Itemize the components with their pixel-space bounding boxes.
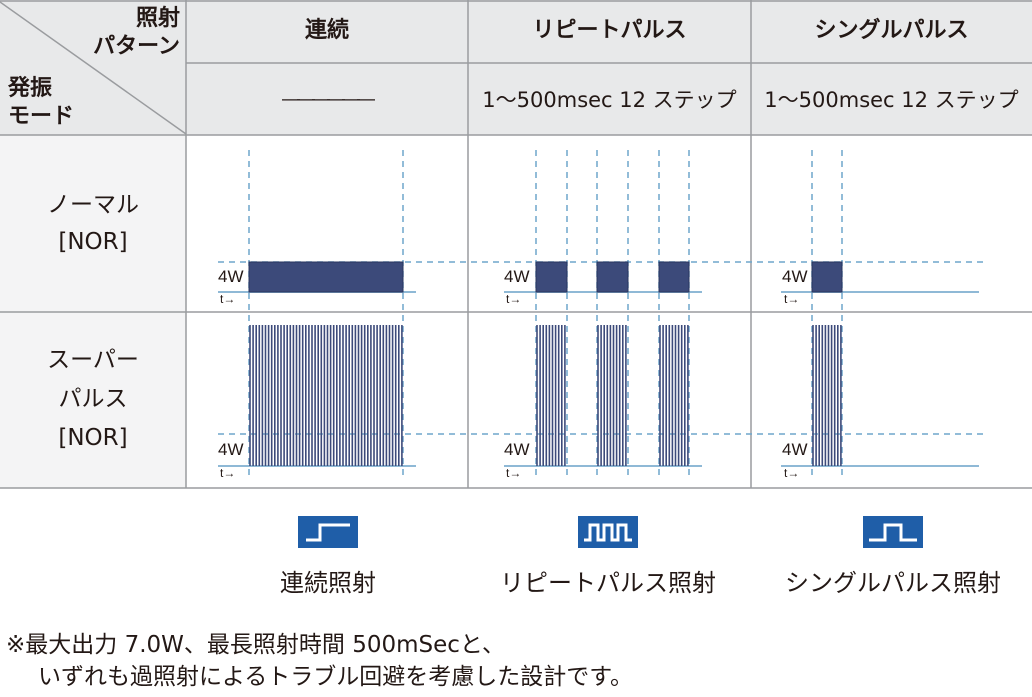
power-label-c3-r2: 4W: [782, 440, 808, 459]
power-label-c2-r1: 4W: [504, 267, 530, 286]
row-label-super-1: スーパー: [47, 347, 139, 373]
repeat-pulse-icon: [578, 516, 638, 548]
power-label-c2-r2: 4W: [504, 440, 530, 459]
column-detail-single-pulse: 1〜500msec 12 ステップ: [764, 88, 1019, 112]
single-pulse-icon: [863, 516, 923, 548]
row-label-normal-2: [NOR]: [58, 229, 128, 255]
footnote-line-1: ※最大出力 7.0W、最長照射時間 500mSecと、: [6, 632, 505, 658]
time-label-c1-r1: t→: [220, 292, 236, 306]
time-label-c2-r1: t→: [506, 292, 522, 306]
row-label-super-3: [NOR]: [58, 425, 128, 451]
legend-label-repeat-pulse: リピートパルス照射: [500, 569, 716, 597]
grid-lines: [0, 0, 1032, 489]
time-label-c1-r2: t→: [220, 466, 236, 480]
pulse-block-1: [535, 261, 568, 293]
corner-bottom-line-2: モード: [8, 104, 75, 129]
corner-diagonal: [0, 1, 187, 135]
time-label-c2-r2: t→: [506, 466, 522, 480]
pulse-block-2: [596, 261, 629, 293]
power-label-c1-r2: 4W: [218, 440, 244, 459]
footnote-line-2: いずれも過照射によるトラブル回避を考慮した設計です。: [38, 664, 634, 690]
column-header-continuous: 連続: [304, 18, 349, 43]
column-header-repeat-pulse: リピートパルス: [532, 18, 687, 43]
continuous-wave-icon: [298, 516, 358, 548]
power-label-c3-r1: 4W: [782, 267, 808, 286]
row-label-super-2: パルス: [58, 386, 128, 412]
column-detail-repeat-pulse: 1〜500msec 12 ステップ: [482, 88, 737, 112]
pulse-block-4: [811, 261, 843, 293]
header-bg: [0, 0, 1032, 135]
column-detail-continuous: ――――――: [282, 89, 375, 110]
column-header-single-pulse: シングルパルス: [814, 18, 969, 43]
time-label-c3-r1: t→: [784, 292, 800, 306]
legend-label-single-pulse: シングルパルス照射: [785, 569, 1001, 597]
pulse-block-3: [658, 261, 690, 293]
row-label-normal-1: ノーマル: [47, 192, 139, 218]
time-label-c3-r2: t→: [784, 466, 800, 480]
pulse-block-0: [248, 261, 404, 293]
corner-bottom-line-1: 発振: [8, 76, 53, 101]
corner-top-line-1: 照射: [135, 6, 180, 31]
power-label-c1-r1: 4W: [218, 267, 244, 286]
legend-label-continuous: 連続照射: [280, 569, 376, 597]
waveforms: [218, 150, 985, 475]
corner-top-line-2: パターン: [93, 34, 180, 59]
